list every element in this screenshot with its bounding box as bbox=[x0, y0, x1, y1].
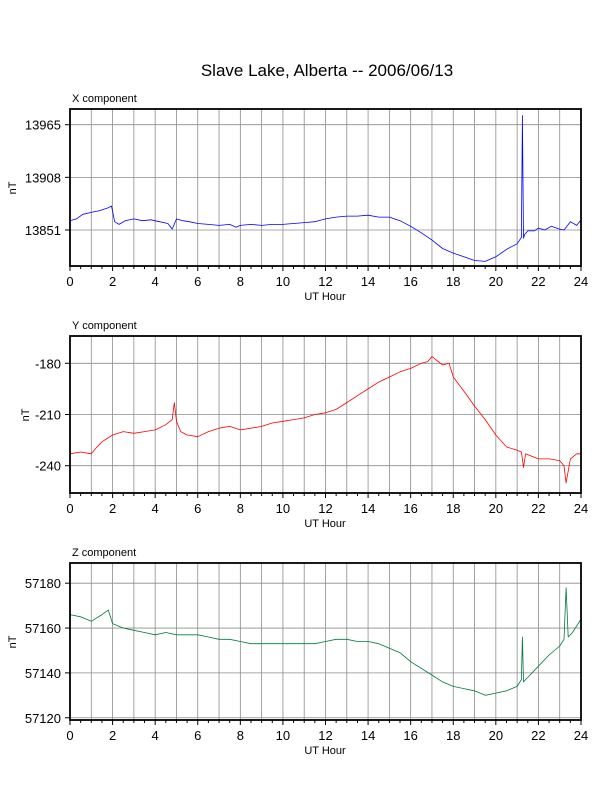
panel-x-component: X component 0 2 4 6 8 10 12 14 16 18 20 22 241385113… bbox=[7, 93, 588, 303]
y-tick-label: 57180 bbox=[25, 576, 61, 591]
x-tick-label: 6 bbox=[194, 501, 201, 516]
x-tick-label: 0 bbox=[66, 728, 73, 743]
x-tick-label: 0 bbox=[66, 501, 73, 516]
x-tick-label: 24 bbox=[574, 274, 588, 289]
y-tick-label: 57160 bbox=[25, 621, 61, 636]
series-line-y bbox=[69, 356, 581, 484]
panel-z-component: Z component 0 2 4 6 8 10 12 14 16 18 20 22 245712057… bbox=[7, 547, 588, 757]
x-tick-label: 0 bbox=[66, 274, 73, 289]
x-tick-label: 20 bbox=[489, 728, 503, 743]
x-tick-label: 2 bbox=[109, 728, 116, 743]
x-axis-label-y: UT Hour bbox=[304, 518, 346, 530]
y-axis-label-y: nT bbox=[20, 408, 32, 421]
x-tick-label: 12 bbox=[318, 728, 332, 743]
x-tick-label: 8 bbox=[237, 728, 244, 743]
x-tick-label: 2 bbox=[109, 274, 116, 289]
x-tick-label: 16 bbox=[403, 501, 417, 516]
y-tick-label: 13851 bbox=[25, 223, 61, 238]
x-tick-label: 10 bbox=[276, 274, 290, 289]
x-tick-label: 8 bbox=[237, 274, 244, 289]
figure-title: Slave Lake, Alberta -- 2006/06/13 bbox=[201, 61, 453, 80]
y-tick-label: 57120 bbox=[25, 711, 61, 726]
x-tick-label: 16 bbox=[403, 274, 417, 289]
y-axis-label-z: nT bbox=[7, 635, 19, 648]
x-tick-label: 2 bbox=[109, 501, 116, 516]
x-axis-label-z: UT Hour bbox=[304, 745, 346, 757]
x-tick-label: 6 bbox=[194, 728, 201, 743]
y-tick-label: 13908 bbox=[25, 170, 61, 185]
x-tick-label: 14 bbox=[361, 728, 375, 743]
x-tick-label: 6 bbox=[194, 274, 201, 289]
x-tick-label: 22 bbox=[531, 274, 545, 289]
x-tick-label: 24 bbox=[574, 501, 588, 516]
panel-title-y: Y component bbox=[72, 320, 137, 332]
x-tick-label: 14 bbox=[361, 501, 375, 516]
x-tick-label: 12 bbox=[318, 274, 332, 289]
series-line-x bbox=[69, 115, 582, 262]
series-line-z bbox=[69, 587, 582, 696]
x-tick-label: 18 bbox=[446, 728, 460, 743]
x-axis-label-x: UT Hour bbox=[304, 291, 346, 303]
x-tick-label: 10 bbox=[276, 728, 290, 743]
panel-title-z: Z component bbox=[72, 547, 136, 559]
y-tick-label: -210 bbox=[35, 408, 61, 423]
panel-title-x: X component bbox=[72, 93, 137, 105]
y-tick-label: -240 bbox=[35, 459, 61, 474]
x-tick-label: 20 bbox=[489, 274, 503, 289]
x-tick-label: 8 bbox=[237, 501, 244, 516]
y-tick-label: -180 bbox=[35, 356, 61, 371]
x-tick-label: 14 bbox=[361, 274, 375, 289]
x-tick-label: 20 bbox=[489, 501, 503, 516]
x-tick-label: 4 bbox=[152, 728, 159, 743]
x-tick-label: 16 bbox=[403, 728, 417, 743]
x-tick-label: 4 bbox=[152, 274, 159, 289]
y-axis-label-x: nT bbox=[7, 181, 19, 194]
panel-y-component: Y component 0 2 4 6 8 10 12 14 16 18 20 22 24-180-21… bbox=[20, 320, 588, 530]
x-tick-label: 22 bbox=[531, 728, 545, 743]
y-tick-label: 57140 bbox=[25, 666, 61, 681]
y-tick-label: 13965 bbox=[25, 118, 61, 133]
x-tick-label: 24 bbox=[574, 728, 588, 743]
x-tick-label: 10 bbox=[276, 501, 290, 516]
x-tick-label: 18 bbox=[446, 501, 460, 516]
x-tick-label: 4 bbox=[152, 501, 159, 516]
x-tick-label: 22 bbox=[531, 501, 545, 516]
x-tick-label: 18 bbox=[446, 274, 460, 289]
x-tick-label: 12 bbox=[318, 501, 332, 516]
